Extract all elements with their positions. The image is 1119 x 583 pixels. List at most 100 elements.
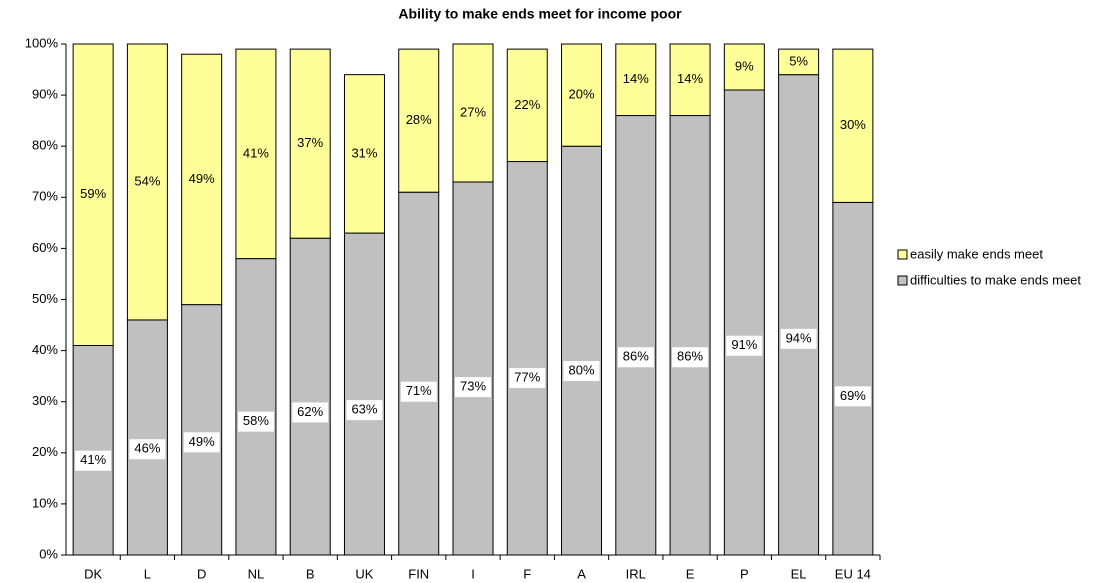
data-label: 86% bbox=[677, 349, 703, 364]
label-bg bbox=[400, 381, 437, 402]
bar-segment bbox=[289, 237, 331, 556]
bar-segment bbox=[615, 115, 657, 556]
bar-segment bbox=[343, 232, 385, 556]
label-bg bbox=[780, 328, 817, 349]
bar-segment bbox=[615, 43, 657, 117]
bar-segment bbox=[343, 74, 385, 234]
label-bg bbox=[75, 450, 112, 471]
bar-segment bbox=[181, 304, 223, 556]
bar-segment bbox=[289, 48, 331, 239]
data-label: 69% bbox=[840, 388, 866, 403]
data-label: 31% bbox=[351, 145, 377, 160]
chart-title: Ability to make ends meet for income poo… bbox=[398, 6, 682, 22]
data-label: 59% bbox=[80, 186, 106, 201]
bar-segment bbox=[778, 74, 820, 556]
x-tick-label: NL bbox=[248, 566, 265, 581]
label-bg bbox=[455, 377, 491, 398]
data-label: 94% bbox=[786, 330, 812, 345]
data-label: 30% bbox=[840, 117, 866, 132]
data-label: 73% bbox=[460, 379, 486, 394]
bar-segment bbox=[723, 89, 765, 556]
y-tick-label: 30% bbox=[32, 393, 58, 408]
x-tick-label: B bbox=[306, 566, 315, 581]
x-tick-label: UK bbox=[355, 566, 373, 581]
data-label: 22% bbox=[514, 97, 540, 112]
bar-segment bbox=[235, 48, 277, 260]
legend-label: difficulties to make ends meet bbox=[910, 272, 1081, 287]
bar-segment bbox=[561, 145, 603, 556]
x-tick-label: EL bbox=[791, 566, 807, 581]
y-tick-label: 60% bbox=[32, 240, 58, 255]
data-label: 91% bbox=[731, 337, 757, 352]
data-label: 49% bbox=[189, 171, 215, 186]
data-label: 49% bbox=[189, 434, 215, 449]
label-bg bbox=[834, 386, 871, 407]
bar-segment bbox=[452, 181, 494, 556]
x-tick-label: D bbox=[197, 566, 206, 581]
bar-segment bbox=[561, 43, 603, 147]
data-label: 80% bbox=[569, 362, 595, 377]
bar-segment bbox=[126, 319, 168, 556]
x-tick-label: L bbox=[144, 566, 151, 581]
bar-segment bbox=[235, 258, 277, 556]
label-bg bbox=[726, 335, 763, 356]
data-label: 41% bbox=[80, 452, 106, 467]
y-tick-label: 20% bbox=[32, 444, 58, 459]
y-tick-label: 90% bbox=[32, 87, 58, 102]
x-tick-label: F bbox=[523, 566, 531, 581]
data-label: 28% bbox=[406, 112, 432, 127]
legend-swatch bbox=[897, 249, 908, 260]
y-tick-label: 70% bbox=[32, 189, 58, 204]
x-tick-label: I bbox=[471, 566, 475, 581]
bar-segment bbox=[669, 115, 711, 556]
y-tick-label: 0% bbox=[39, 546, 58, 561]
data-label: 27% bbox=[460, 104, 486, 119]
bar-segment bbox=[723, 43, 765, 91]
data-label: 58% bbox=[243, 413, 269, 428]
x-tick-label: FIN bbox=[408, 566, 429, 581]
label-bg bbox=[129, 439, 166, 460]
data-label: 71% bbox=[406, 383, 432, 398]
legend-swatch bbox=[897, 275, 908, 286]
bar-segment bbox=[832, 48, 874, 203]
y-tick-label: 80% bbox=[32, 138, 58, 153]
label-bg bbox=[346, 400, 383, 421]
label-bg bbox=[183, 432, 220, 453]
data-label: 63% bbox=[351, 402, 377, 417]
data-label: 14% bbox=[677, 71, 703, 86]
x-tick-label: IRL bbox=[626, 566, 646, 581]
bar-segment bbox=[778, 48, 820, 76]
x-tick-label: E bbox=[686, 566, 695, 581]
bar-segment bbox=[72, 43, 114, 346]
data-label: 46% bbox=[134, 441, 160, 456]
bar-segment bbox=[398, 191, 440, 556]
label-bg bbox=[672, 347, 709, 368]
y-tick-label: 50% bbox=[32, 291, 58, 306]
bar-segment bbox=[506, 161, 548, 556]
bar-segment bbox=[669, 43, 711, 117]
label-bg bbox=[509, 367, 546, 388]
bar-segment bbox=[832, 201, 874, 556]
label-bg bbox=[617, 347, 654, 368]
data-label: 54% bbox=[134, 173, 160, 188]
x-tick-label: A bbox=[577, 566, 586, 581]
x-tick-label: DK bbox=[84, 566, 102, 581]
data-label: 77% bbox=[514, 369, 540, 384]
data-label: 9% bbox=[735, 58, 754, 73]
x-tick-label: P bbox=[740, 566, 749, 581]
bar-segment bbox=[181, 53, 223, 306]
data-label: 62% bbox=[297, 404, 323, 419]
bar-segment bbox=[506, 48, 548, 163]
bar-segment bbox=[72, 344, 114, 556]
data-label: 20% bbox=[569, 87, 595, 102]
bar-segment bbox=[452, 43, 494, 183]
data-label: 14% bbox=[623, 71, 649, 86]
data-label: 5% bbox=[789, 53, 808, 68]
data-label: 41% bbox=[243, 145, 269, 160]
data-label: 86% bbox=[623, 349, 649, 364]
bar-segment bbox=[126, 43, 168, 321]
data-label: 37% bbox=[297, 135, 323, 150]
label-bg bbox=[237, 411, 274, 432]
x-tick-label: EU 14 bbox=[835, 566, 871, 581]
